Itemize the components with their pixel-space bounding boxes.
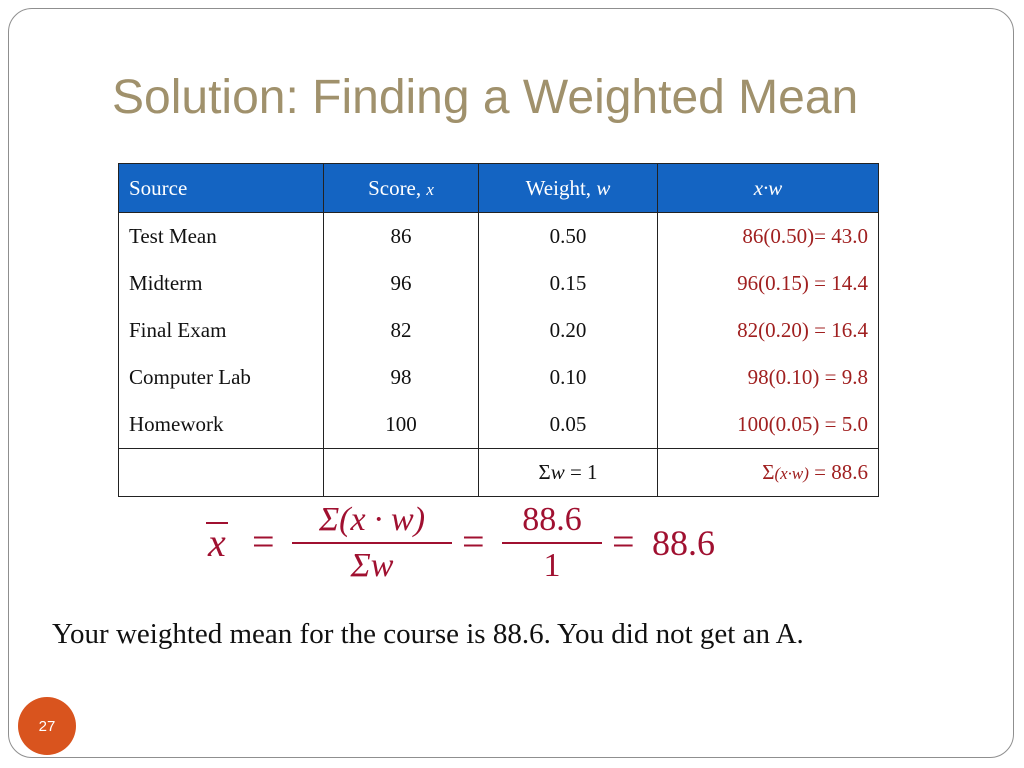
cell-product: 96(0.15) = 14.4 — [657, 260, 879, 307]
table-row: Computer Lab 98 0.10 98(0.10) = 9.8 — [118, 354, 879, 401]
header-weight: Weight, w — [478, 163, 658, 213]
header-weight-label: Weight, — [525, 175, 597, 200]
cell-product: 82(0.20) = 16.4 — [657, 307, 879, 354]
table-row: Midterm 96 0.15 96(0.15) = 14.4 — [118, 260, 879, 307]
table-row: Final Exam 82 0.20 82(0.20) = 16.4 — [118, 307, 879, 354]
header-source: Source — [118, 163, 324, 213]
equals-sign: = — [252, 519, 275, 564]
cell-source: Final Exam — [118, 307, 324, 354]
slide-frame — [8, 8, 1014, 758]
x-bar-symbol: x — [206, 520, 228, 565]
cell-score: 98 — [323, 354, 479, 401]
slide-title: Solution: Finding a Weighted Mean — [112, 71, 859, 124]
conclusion-text: Your weighted mean for the course is 88.… — [52, 618, 804, 650]
sum-weight-value: = 1 — [564, 460, 598, 484]
fraction-denominator: 1 — [543, 547, 561, 584]
cell-source: Test Mean — [118, 212, 324, 260]
weighted-mean-table: Source Score, x Weight, w x·w Test Mean … — [118, 163, 879, 497]
sum-weight-var: w — [550, 460, 565, 484]
weighted-mean-formula: x = Σ(x · w) Σw = 88.6 1 = 88.6 — [200, 500, 760, 590]
formula-result: 88.6 — [652, 523, 715, 563]
cell-product: 86(0.50)= 43.0 — [657, 212, 879, 260]
fraction-symbolic: Σ(x · w) Σw — [292, 500, 452, 586]
header-score-var: x — [426, 179, 434, 199]
fraction-numerator: 88.6 — [522, 501, 582, 538]
sigma-symbol: Σ — [762, 460, 775, 484]
table-row: Test Mean 86 0.50 86(0.50)= 43.0 — [118, 212, 879, 260]
cell-score: 100 — [323, 401, 479, 449]
equals-sign: = — [612, 519, 635, 564]
header-score-label: Score, — [368, 175, 427, 200]
sum-of-weights: Σw = 1 — [478, 448, 658, 497]
table-sum-row: Σw = 1 Σ(x·w) = 88.6 — [118, 448, 879, 497]
fraction-denominator: Σw — [350, 547, 394, 584]
cell-weight: 0.10 — [478, 354, 658, 401]
sum-product-var: (x·w) — [774, 464, 809, 483]
equals-sign: = — [462, 519, 485, 564]
cell-score: 86 — [323, 212, 479, 260]
table-header-row: Source Score, x Weight, w x·w — [118, 163, 879, 213]
header-product: x·w — [657, 163, 879, 213]
page-number-badge: 27 — [18, 697, 76, 755]
cell-empty — [323, 448, 479, 497]
cell-score: 82 — [323, 307, 479, 354]
cell-source: Computer Lab — [118, 354, 324, 401]
cell-weight: 0.15 — [478, 260, 658, 307]
sum-product-value: = 88.6 — [808, 460, 868, 484]
sigma-symbol: Σ — [538, 460, 551, 484]
fraction-numerator: Σ(x · w) — [318, 501, 426, 538]
cell-source: Homework — [118, 401, 324, 449]
cell-product: 98(0.10) = 9.8 — [657, 354, 879, 401]
cell-weight: 0.05 — [478, 401, 658, 449]
sum-of-products: Σ(x·w) = 88.6 — [657, 448, 879, 497]
cell-empty — [118, 448, 324, 497]
fraction-numeric: 88.6 1 — [502, 500, 602, 586]
cell-weight: 0.50 — [478, 212, 658, 260]
table-row: Homework 100 0.05 100(0.05) = 5.0 — [118, 401, 879, 449]
cell-source: Midterm — [118, 260, 324, 307]
cell-score: 96 — [323, 260, 479, 307]
cell-product: 100(0.05) = 5.0 — [657, 401, 879, 449]
fraction-bar — [502, 542, 602, 544]
header-score: Score, x — [323, 163, 479, 213]
header-weight-var: w — [596, 175, 611, 200]
fraction-bar — [292, 542, 452, 544]
cell-weight: 0.20 — [478, 307, 658, 354]
